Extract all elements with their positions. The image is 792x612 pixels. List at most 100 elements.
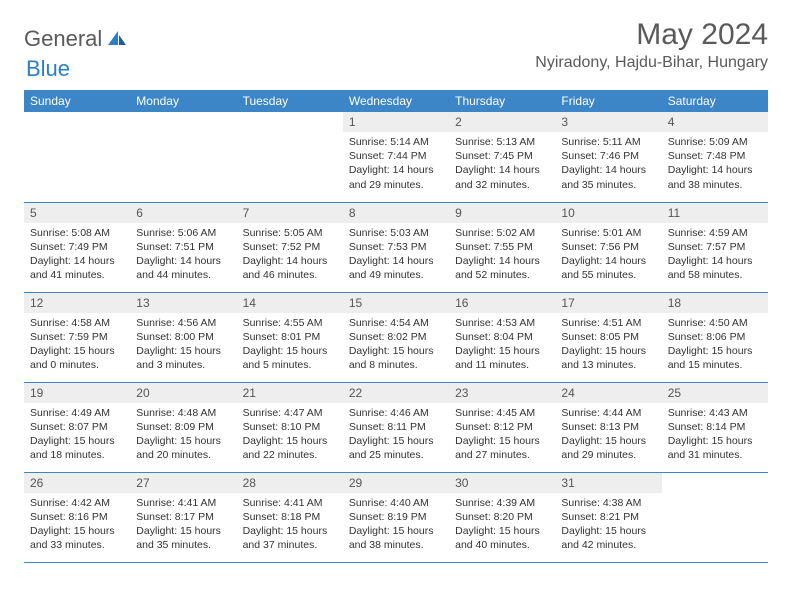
- day-number: 1: [343, 112, 449, 132]
- day-number: 27: [130, 473, 236, 493]
- day-body: Sunrise: 5:13 AMSunset: 7:45 PMDaylight:…: [449, 132, 555, 195]
- daylight-text-2: and 37 minutes.: [243, 538, 337, 552]
- sunrise-text: Sunrise: 5:03 AM: [349, 226, 443, 240]
- sunrise-text: Sunrise: 4:38 AM: [561, 496, 655, 510]
- day-body: Sunrise: 4:41 AMSunset: 8:18 PMDaylight:…: [237, 493, 343, 556]
- calendar-cell: 19Sunrise: 4:49 AMSunset: 8:07 PMDayligh…: [24, 382, 130, 472]
- daylight-text-2: and 18 minutes.: [30, 448, 124, 462]
- calendar-cell: [237, 112, 343, 202]
- calendar-cell: 16Sunrise: 4:53 AMSunset: 8:04 PMDayligh…: [449, 292, 555, 382]
- daylight-text-2: and 20 minutes.: [136, 448, 230, 462]
- sunset-text: Sunset: 8:12 PM: [455, 420, 549, 434]
- daylight-text-2: and 52 minutes.: [455, 268, 549, 282]
- day-body: Sunrise: 4:50 AMSunset: 8:06 PMDaylight:…: [662, 313, 768, 376]
- day-number: 11: [662, 203, 768, 223]
- day-body: Sunrise: 4:46 AMSunset: 8:11 PMDaylight:…: [343, 403, 449, 466]
- day-number: 18: [662, 293, 768, 313]
- sunrise-text: Sunrise: 4:47 AM: [243, 406, 337, 420]
- daylight-text-1: Daylight: 15 hours: [349, 434, 443, 448]
- sunrise-text: Sunrise: 4:44 AM: [561, 406, 655, 420]
- sunrise-text: Sunrise: 4:40 AM: [349, 496, 443, 510]
- calendar-cell: 8Sunrise: 5:03 AMSunset: 7:53 PMDaylight…: [343, 202, 449, 292]
- day-body: Sunrise: 4:56 AMSunset: 8:00 PMDaylight:…: [130, 313, 236, 376]
- calendar-week-row: 12Sunrise: 4:58 AMSunset: 7:59 PMDayligh…: [24, 292, 768, 382]
- sunrise-text: Sunrise: 5:01 AM: [561, 226, 655, 240]
- daylight-text-2: and 25 minutes.: [349, 448, 443, 462]
- day-body: Sunrise: 4:54 AMSunset: 8:02 PMDaylight:…: [343, 313, 449, 376]
- daylight-text-1: Daylight: 15 hours: [349, 524, 443, 538]
- day-body: Sunrise: 4:44 AMSunset: 8:13 PMDaylight:…: [555, 403, 661, 466]
- calendar-cell: 12Sunrise: 4:58 AMSunset: 7:59 PMDayligh…: [24, 292, 130, 382]
- daylight-text-2: and 55 minutes.: [561, 268, 655, 282]
- daylight-text-2: and 32 minutes.: [455, 178, 549, 192]
- daylight-text-2: and 5 minutes.: [243, 358, 337, 372]
- day-body: Sunrise: 5:06 AMSunset: 7:51 PMDaylight:…: [130, 223, 236, 286]
- day-body: Sunrise: 4:43 AMSunset: 8:14 PMDaylight:…: [662, 403, 768, 466]
- sunset-text: Sunset: 7:51 PM: [136, 240, 230, 254]
- day-body: Sunrise: 5:03 AMSunset: 7:53 PMDaylight:…: [343, 223, 449, 286]
- sunset-text: Sunset: 8:16 PM: [30, 510, 124, 524]
- sunrise-text: Sunrise: 5:13 AM: [455, 135, 549, 149]
- day-body: Sunrise: 5:08 AMSunset: 7:49 PMDaylight:…: [24, 223, 130, 286]
- calendar-table: Sunday Monday Tuesday Wednesday Thursday…: [24, 90, 768, 563]
- sunrise-text: Sunrise: 5:11 AM: [561, 135, 655, 149]
- daylight-text-1: Daylight: 14 hours: [349, 254, 443, 268]
- calendar-cell: 3Sunrise: 5:11 AMSunset: 7:46 PMDaylight…: [555, 112, 661, 202]
- day-body: Sunrise: 4:47 AMSunset: 8:10 PMDaylight:…: [237, 403, 343, 466]
- day-number: 31: [555, 473, 661, 493]
- sunset-text: Sunset: 8:05 PM: [561, 330, 655, 344]
- sunset-text: Sunset: 7:56 PM: [561, 240, 655, 254]
- sunset-text: Sunset: 8:18 PM: [243, 510, 337, 524]
- calendar-cell: 31Sunrise: 4:38 AMSunset: 8:21 PMDayligh…: [555, 472, 661, 562]
- sunset-text: Sunset: 8:07 PM: [30, 420, 124, 434]
- daylight-text-1: Daylight: 15 hours: [136, 524, 230, 538]
- day-number: 4: [662, 112, 768, 132]
- sunrise-text: Sunrise: 4:58 AM: [30, 316, 124, 330]
- daylight-text-1: Daylight: 14 hours: [668, 163, 762, 177]
- calendar-cell: 2Sunrise: 5:13 AMSunset: 7:45 PMDaylight…: [449, 112, 555, 202]
- daylight-text-1: Daylight: 15 hours: [30, 344, 124, 358]
- daylight-text-1: Daylight: 14 hours: [455, 254, 549, 268]
- calendar-cell: 18Sunrise: 4:50 AMSunset: 8:06 PMDayligh…: [662, 292, 768, 382]
- day-body: Sunrise: 4:42 AMSunset: 8:16 PMDaylight:…: [24, 493, 130, 556]
- sunrise-text: Sunrise: 4:48 AM: [136, 406, 230, 420]
- day-body: Sunrise: 4:59 AMSunset: 7:57 PMDaylight:…: [662, 223, 768, 286]
- daylight-text-1: Daylight: 14 hours: [455, 163, 549, 177]
- calendar-cell: 7Sunrise: 5:05 AMSunset: 7:52 PMDaylight…: [237, 202, 343, 292]
- daylight-text-2: and 15 minutes.: [668, 358, 762, 372]
- daylight-text-1: Daylight: 15 hours: [455, 434, 549, 448]
- daylight-text-1: Daylight: 14 hours: [668, 254, 762, 268]
- calendar-cell: 1Sunrise: 5:14 AMSunset: 7:44 PMDaylight…: [343, 112, 449, 202]
- calendar-week-row: 19Sunrise: 4:49 AMSunset: 8:07 PMDayligh…: [24, 382, 768, 472]
- sunset-text: Sunset: 7:48 PM: [668, 149, 762, 163]
- sunrise-text: Sunrise: 5:06 AM: [136, 226, 230, 240]
- title-block: May 2024 Nyiradony, Hajdu-Bihar, Hungary: [535, 18, 768, 72]
- day-body: Sunrise: 4:41 AMSunset: 8:17 PMDaylight:…: [130, 493, 236, 556]
- day-body: Sunrise: 4:55 AMSunset: 8:01 PMDaylight:…: [237, 313, 343, 376]
- logo: General: [24, 18, 130, 52]
- sunset-text: Sunset: 7:49 PM: [30, 240, 124, 254]
- day-number: 29: [343, 473, 449, 493]
- daylight-text-1: Daylight: 15 hours: [30, 434, 124, 448]
- daylight-text-2: and 3 minutes.: [136, 358, 230, 372]
- calendar-cell: 22Sunrise: 4:46 AMSunset: 8:11 PMDayligh…: [343, 382, 449, 472]
- calendar-cell: [24, 112, 130, 202]
- calendar-cell: 24Sunrise: 4:44 AMSunset: 8:13 PMDayligh…: [555, 382, 661, 472]
- day-number: 16: [449, 293, 555, 313]
- day-body: Sunrise: 5:09 AMSunset: 7:48 PMDaylight:…: [662, 132, 768, 195]
- daylight-text-1: Daylight: 15 hours: [243, 524, 337, 538]
- day-body: Sunrise: 5:02 AMSunset: 7:55 PMDaylight:…: [449, 223, 555, 286]
- day-number: 14: [237, 293, 343, 313]
- day-number: 3: [555, 112, 661, 132]
- day-body: Sunrise: 5:05 AMSunset: 7:52 PMDaylight:…: [237, 223, 343, 286]
- day-number: 25: [662, 383, 768, 403]
- calendar-cell: 15Sunrise: 4:54 AMSunset: 8:02 PMDayligh…: [343, 292, 449, 382]
- logo-sail-icon: [106, 29, 128, 50]
- daylight-text-1: Daylight: 15 hours: [136, 434, 230, 448]
- daylight-text-1: Daylight: 15 hours: [30, 524, 124, 538]
- sunset-text: Sunset: 8:02 PM: [349, 330, 443, 344]
- sunset-text: Sunset: 7:55 PM: [455, 240, 549, 254]
- day-number: 19: [24, 383, 130, 403]
- daylight-text-1: Daylight: 15 hours: [455, 344, 549, 358]
- daylight-text-2: and 31 minutes.: [668, 448, 762, 462]
